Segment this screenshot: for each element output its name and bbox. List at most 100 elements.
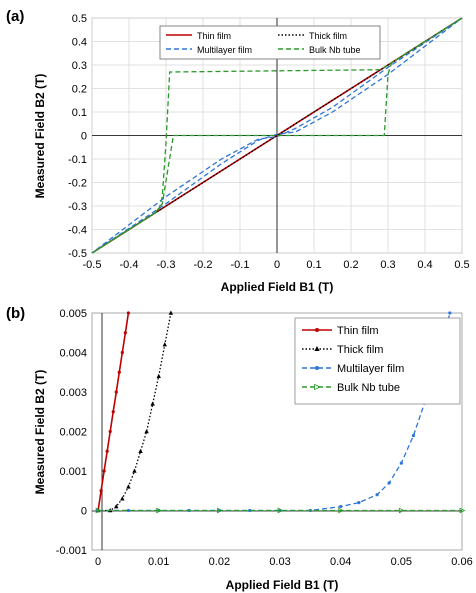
data-point-thick-film-2 xyxy=(114,504,119,509)
data-point-thin-film-1 xyxy=(99,489,103,493)
data-point-multilayer-film-10 xyxy=(375,493,379,497)
panel-label-a: (a) xyxy=(6,8,24,25)
data-point-multilayer-film-1 xyxy=(126,508,130,513)
data-point-thick-film-6 xyxy=(138,448,143,454)
legend-marker-thin-film xyxy=(315,328,319,332)
series-a xyxy=(91,17,463,254)
data-point-bulk-nb-tube-6 xyxy=(459,507,466,514)
data-point-thin-film-4 xyxy=(108,429,112,434)
legend-label-bulk-nb-tube-b: Bulk Nb tube xyxy=(337,382,400,394)
x-tick-label-b-3: 0.03 xyxy=(269,556,290,568)
data-point-multilayer-film-12 xyxy=(399,461,403,465)
chart-b: (b) 0 0.01 0.02 0.03 0.04 0.05 0.06 0.005 0.004… xyxy=(6,305,473,592)
y-tick-label-a-3: 0.2 xyxy=(72,84,87,96)
panel-label-b: (b) xyxy=(6,305,25,322)
y-tick-label-a-4: 0.1 xyxy=(72,107,87,119)
x-tick-label-b-5: 0.05 xyxy=(391,556,412,568)
x-tick-label-a-9: 0.4 xyxy=(417,259,432,271)
data-point-bulk-nb-tube-3 xyxy=(277,507,284,514)
x-axis-label-b: Applied Field B1 (T) xyxy=(226,578,339,592)
x-tick-label-a-1: -0.4 xyxy=(120,259,139,271)
y-tick-label-b-6: -0.001 xyxy=(56,545,87,557)
x-tick-label-a-4: -0.1 xyxy=(231,259,250,271)
data-point-thin-film-3 xyxy=(105,449,109,453)
data-point-multilayer-film-9 xyxy=(357,501,361,505)
y-tick-label-b-2: 0.003 xyxy=(59,387,87,399)
data-point-multilayer-film-11 xyxy=(387,481,391,485)
data-point-thick-film-9 xyxy=(156,373,161,378)
y-tick-label-a-1: 0.4 xyxy=(72,37,87,49)
y-axis-label-a: Measured Field B2 (T) xyxy=(33,74,47,199)
y-tick-label-b-1: 0.004 xyxy=(59,348,87,360)
legend-label-multilayer-film-a: Multilayer film xyxy=(197,45,252,55)
data-point-thick-film-7 xyxy=(144,429,149,434)
data-point-multilayer-film-8 xyxy=(339,504,343,509)
x-tick-label-b-0: 0 xyxy=(95,556,101,568)
y-tick-labels-a: 0.5 0.4 0.3 0.2 0.1 0 -0.1 -0.2 -0.3 -0.4 -0.5 xyxy=(68,13,87,260)
data-point-multilayer-film-13 xyxy=(411,433,416,438)
x-axis-label-a: Applied Field B1 (T) xyxy=(221,280,334,294)
data-point-bulk-nb-tube-0 xyxy=(95,507,102,514)
data-point-thin-film-5 xyxy=(111,410,115,414)
legend-marker-multilayer-film xyxy=(315,366,319,370)
data-point-thick-film-4 xyxy=(126,484,131,489)
x-tick-label-a-3: -0.2 xyxy=(194,259,213,271)
legend-marker-bulk-nb-tube xyxy=(314,383,321,391)
legend-label-thin-film-b: Thin film xyxy=(337,325,379,337)
data-point-bulk-nb-tube-5 xyxy=(398,507,405,514)
legend-label-bulk-nb-tube-a: Bulk Nb tube xyxy=(309,45,361,55)
y-tick-label-a-9: -0.4 xyxy=(68,225,87,237)
legend-b: Thin film Thick film Multilayer film Bulk N… xyxy=(294,317,461,405)
data-point-thick-film-5 xyxy=(132,468,137,473)
data-point-bulk-nb-tube-4 xyxy=(338,507,345,514)
legend-label-thick-film-b: Thick film xyxy=(337,344,383,356)
data-point-thin-film-8 xyxy=(120,350,124,355)
x-tick-label-a-2: -0.3 xyxy=(157,259,176,271)
y-tick-label-b-4: 0.001 xyxy=(59,466,87,478)
legend-box-a xyxy=(159,25,381,60)
y-tick-label-a-2: 0.3 xyxy=(72,60,87,72)
x-tick-label-a-7: 0.2 xyxy=(343,259,358,271)
data-point-multilayer-film-5 xyxy=(248,508,252,513)
data-point-thin-film-9 xyxy=(123,331,127,335)
x-tick-label-a-0: -0.5 xyxy=(83,259,102,271)
series-line-bulk-nb-tube-a xyxy=(91,17,463,254)
data-point-thin-film-10 xyxy=(126,311,130,315)
y-tick-label-a-7: -0.2 xyxy=(68,178,87,190)
data-point-thick-film-11 xyxy=(168,310,174,315)
y-tick-label-a-6: -0.1 xyxy=(68,154,87,166)
data-point-multilayer-film-16 xyxy=(448,311,452,315)
legend-label-thin-film-a: Thin film xyxy=(197,31,231,41)
y-tick-label-a-8: -0.3 xyxy=(68,201,87,213)
x-tick-label-a-5: 0 xyxy=(274,259,280,271)
legend-box-b xyxy=(294,317,461,405)
y-axis-label-b: Measured Field B2 (T) xyxy=(33,370,47,495)
series-b xyxy=(95,310,466,514)
y-tick-label-a-0: 0.5 xyxy=(72,13,87,25)
legend-marker-thick-film xyxy=(314,346,320,351)
legend-label-thick-film-a: Thick film xyxy=(309,31,347,41)
x-tick-label-b-1: 0.01 xyxy=(148,556,169,568)
series-line-multilayer-film-a xyxy=(91,17,463,254)
x-tick-label-b-4: 0.04 xyxy=(330,556,351,568)
data-point-thick-film-8 xyxy=(150,401,155,406)
data-point-thin-film-6 xyxy=(114,390,118,394)
x-tick-label-a-8: 0.3 xyxy=(380,259,395,271)
x-tick-label-b-2: 0.02 xyxy=(209,556,230,568)
y-tick-label-a-10: -0.5 xyxy=(68,248,87,260)
data-point-thin-film-2 xyxy=(102,469,106,473)
x-tick-label-a-6: 0.1 xyxy=(306,259,321,271)
data-point-thin-film-7 xyxy=(117,370,121,374)
data-point-bulk-nb-tube-2 xyxy=(216,507,223,514)
data-point-thick-film-10 xyxy=(162,342,167,347)
y-tick-label-b-3: 0.002 xyxy=(59,427,87,439)
legend-label-multilayer-film-b: Multilayer film xyxy=(337,363,404,375)
x-tick-labels-b: 0 0.01 0.02 0.03 0.04 0.05 0.06 xyxy=(95,556,473,568)
x-tick-label-b-6: 0.06 xyxy=(451,556,472,568)
y-tick-labels-b: 0.005 0.004 0.003 0.002 0.001 0 -0.001 xyxy=(56,308,87,557)
data-point-thick-film-3 xyxy=(120,496,125,501)
legend-a: Thin film Thick film Multilayer film Bulk N… xyxy=(159,25,381,60)
y-tick-label-b-0: 0.005 xyxy=(59,308,87,320)
x-tick-label-a-10: 0.5 xyxy=(454,259,469,271)
